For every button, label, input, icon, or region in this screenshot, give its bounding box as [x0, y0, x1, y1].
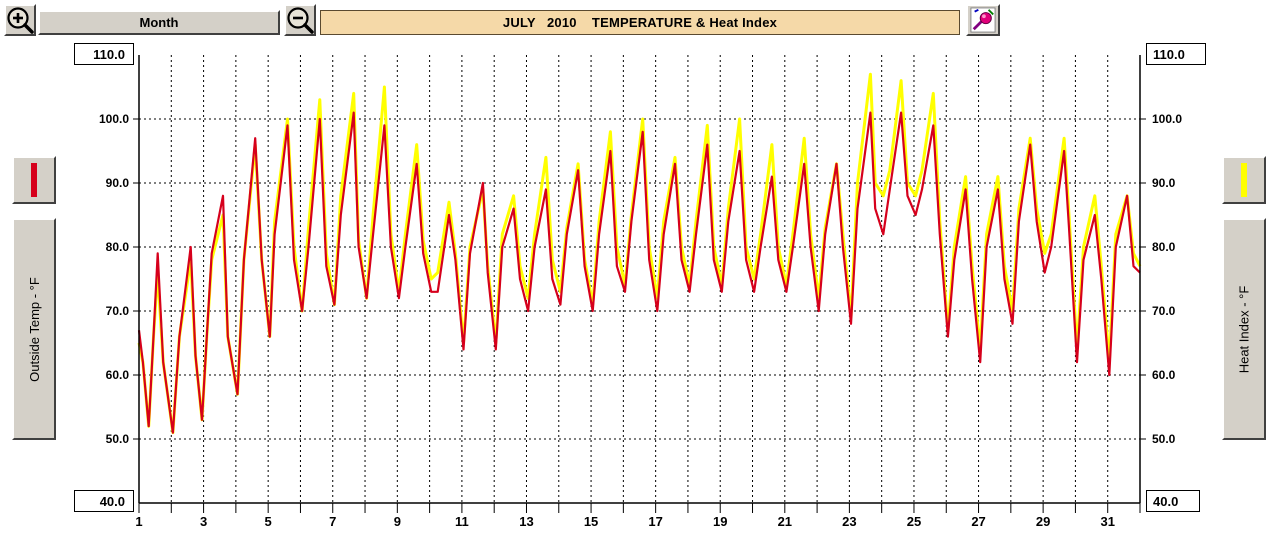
y-tick-label-right: 50.0: [1152, 432, 1176, 446]
y-tick-label-right: 70.0: [1152, 304, 1176, 318]
x-tick-label: 17: [648, 514, 662, 529]
x-tick-label: 21: [778, 514, 792, 529]
x-tick-label: 23: [842, 514, 856, 529]
outside-temp-swatch: [31, 163, 37, 197]
y-max-left: 110.0: [93, 46, 125, 62]
y-min-right-box[interactable]: 40.0: [1146, 490, 1200, 512]
y-tick-label-right: 80.0: [1152, 240, 1176, 254]
outside-temp-legend-button[interactable]: [12, 156, 56, 204]
zoom-in-magnifier-icon: [7, 7, 34, 34]
x-tick-label: 13: [519, 514, 533, 529]
x-tick-label: 11: [455, 514, 469, 529]
y-min-left: 40.0: [99, 493, 125, 509]
x-tick-label: 15: [584, 514, 598, 529]
heat-index-line: [137, 72, 1142, 435]
y-tick-label-right: 90.0: [1152, 176, 1176, 190]
y-tick-label-right: 100.0: [1152, 112, 1182, 126]
y-min-right: 40.0: [1153, 493, 1179, 509]
x-tick-label: 3: [200, 514, 207, 529]
x-tick-label: 29: [1036, 514, 1050, 529]
chart-title-bar: JULY 2010 TEMPERATURE & Heat Index: [320, 10, 960, 35]
y-tick-label-left: 90.0: [106, 176, 130, 190]
zoom-in-button[interactable]: [4, 4, 36, 36]
x-tick-label: 5: [265, 514, 272, 529]
zoom-out-button[interactable]: [284, 4, 316, 36]
period-label: Month: [139, 15, 179, 30]
x-tick-label: 1: [135, 514, 142, 529]
heat-index-legend-button[interactable]: [1222, 156, 1266, 204]
y-tick-label-right: 60.0: [1152, 368, 1176, 382]
x-tick-label: 7: [329, 514, 336, 529]
x-tick-label: 9: [394, 514, 401, 529]
x-tick-label: 31: [1100, 514, 1114, 529]
y-tick-label-left: 70.0: [106, 304, 130, 318]
y-tick-label-left: 80.0: [106, 240, 130, 254]
y-min-left-box[interactable]: 40.0: [74, 490, 134, 512]
y-max-left-box[interactable]: 110.0: [74, 43, 134, 65]
paint-palette-export-icon: [970, 7, 996, 33]
x-tick-label: 25: [907, 514, 921, 529]
y-max-right: 110.0: [1153, 46, 1185, 62]
right-axis-label-panel[interactable]: Heat Index - °F: [1222, 218, 1266, 440]
y-tick-label-left: 60.0: [106, 368, 130, 382]
heat-index-swatch: [1241, 163, 1247, 197]
y-max-right-box[interactable]: 110.0: [1146, 43, 1206, 65]
chart-title: JULY 2010 TEMPERATURE & Heat Index: [502, 15, 778, 30]
zoom-out-magnifier-icon: [287, 7, 314, 34]
period-selector-button[interactable]: Month: [38, 10, 280, 35]
x-tick-label: 27: [971, 514, 985, 529]
export-button[interactable]: [966, 4, 1000, 36]
left-axis-label-panel[interactable]: Outside Temp - °F: [12, 218, 56, 440]
y-tick-label-left: 100.0: [99, 112, 129, 126]
x-tick-label: 19: [713, 514, 727, 529]
outside-temp-line: [137, 111, 1141, 434]
y-tick-label-left: 50.0: [106, 432, 130, 446]
